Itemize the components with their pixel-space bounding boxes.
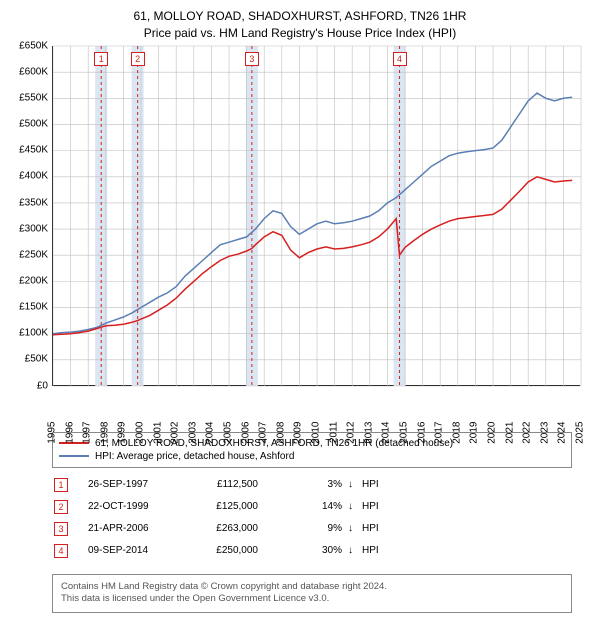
event-date: 22-OCT-1999 <box>88 501 198 512</box>
x-tick-label: 2021 <box>504 421 515 443</box>
x-tick-label: 2023 <box>539 421 550 443</box>
title-block: 61, MOLLOY ROAD, SHADOXHURST, ASHFORD, T… <box>10 8 590 42</box>
y-tick-label: £550K <box>19 92 48 103</box>
events-table: 126-SEP-1997£112,5003%↓HPI222-OCT-1999£1… <box>52 474 572 562</box>
y-tick-label: £250K <box>19 249 48 260</box>
y-tick-label: £500K <box>19 119 48 130</box>
event-row: 1 26-SEP-1997£112,5003%↓HPI <box>52 474 572 496</box>
event-num-box: 3 <box>54 522 68 536</box>
event-num-box: 1 <box>54 478 68 492</box>
x-tick-label: 2006 <box>240 421 251 443</box>
event-price: £250,000 <box>198 545 298 556</box>
y-tick-label: £50K <box>25 354 48 365</box>
title-address: 61, MOLLOY ROAD, SHADOXHURST, ASHFORD, T… <box>10 8 590 25</box>
x-tick-label: 1998 <box>99 421 110 443</box>
x-tick-label: 2014 <box>381 421 392 443</box>
event-hpi-label: HPI <box>362 479 379 490</box>
event-percent: 3% <box>298 479 348 490</box>
x-tick-label: 2022 <box>522 421 533 443</box>
x-tick-label: 2007 <box>258 421 269 443</box>
event-row: 3 21-APR-2006£263,0009%↓HPI <box>52 518 572 540</box>
event-date: 26-SEP-1997 <box>88 479 198 490</box>
y-tick-label: £200K <box>19 275 48 286</box>
y-tick-label: £350K <box>19 197 48 208</box>
down-arrow-icon: ↓ <box>348 479 362 490</box>
down-arrow-icon: ↓ <box>348 523 362 534</box>
down-arrow-icon: ↓ <box>348 501 362 512</box>
y-tick-label: £100K <box>19 328 48 339</box>
event-row: 4 09-SEP-2014£250,00030%↓HPI <box>52 540 572 562</box>
chart-area: £0 £50K £100K £150K £200K £250K £300K £350K £400… <box>10 46 590 426</box>
x-axis-labels: 1995199619971998199920002001200220032004… <box>52 388 580 426</box>
event-marker-4: 4 <box>393 52 407 66</box>
event-hpi-label: HPI <box>362 501 379 512</box>
x-tick-label: 2005 <box>223 421 234 443</box>
event-marker-3: 3 <box>245 52 259 66</box>
event-hpi-label: HPI <box>362 523 379 534</box>
event-percent: 9% <box>298 523 348 534</box>
legend-row: HPI: Average price, detached house, Ashf… <box>59 450 565 463</box>
x-tick-label: 2020 <box>487 421 498 443</box>
plot-area: 1 2 3 4 <box>52 46 580 386</box>
x-tick-label: 2008 <box>275 421 286 443</box>
x-tick-label: 1997 <box>82 421 93 443</box>
event-date: 09-SEP-2014 <box>88 545 198 556</box>
x-tick-label: 2025 <box>575 421 586 443</box>
x-tick-label: 2003 <box>187 421 198 443</box>
legend-label: HPI: Average price, detached house, Ashf… <box>95 451 294 462</box>
x-tick-label: 2019 <box>469 421 480 443</box>
x-tick-label: 1996 <box>64 421 75 443</box>
y-tick-label: £0 <box>37 380 48 391</box>
event-num-box: 2 <box>54 500 68 514</box>
legend-swatch <box>59 455 89 457</box>
x-tick-label: 2018 <box>451 421 462 443</box>
y-tick-label: £400K <box>19 171 48 182</box>
event-hpi-label: HPI <box>362 545 379 556</box>
x-tick-label: 2004 <box>205 421 216 443</box>
x-tick-label: 1999 <box>117 421 128 443</box>
y-tick-label: £650K <box>19 40 48 51</box>
x-tick-label: 2013 <box>363 421 374 443</box>
y-axis-labels: £0£50K£100K£150K£200K£250K£300K£350K£400… <box>10 46 52 386</box>
down-arrow-icon: ↓ <box>348 545 362 556</box>
footer-line2: This data is licensed under the Open Gov… <box>61 593 563 606</box>
event-marker-2: 2 <box>131 52 145 66</box>
x-tick-label: 2015 <box>399 421 410 443</box>
event-marker-1: 1 <box>94 52 108 66</box>
footer-line1: Contains HM Land Registry data © Crown c… <box>61 581 563 594</box>
event-price: £125,000 <box>198 501 298 512</box>
x-tick-label: 1995 <box>47 421 58 443</box>
plot-svg <box>53 46 581 386</box>
chart-container: 61, MOLLOY ROAD, SHADOXHURST, ASHFORD, T… <box>0 0 600 623</box>
x-tick-label: 2017 <box>434 421 445 443</box>
x-tick-label: 2009 <box>293 421 304 443</box>
event-num-box: 4 <box>54 544 68 558</box>
x-tick-label: 2016 <box>416 421 427 443</box>
event-percent: 14% <box>298 501 348 512</box>
x-tick-label: 2024 <box>557 421 568 443</box>
event-percent: 30% <box>298 545 348 556</box>
x-tick-label: 2010 <box>311 421 322 443</box>
x-tick-label: 2012 <box>346 421 357 443</box>
title-subtitle: Price paid vs. HM Land Registry's House … <box>10 25 590 42</box>
x-tick-label: 2011 <box>328 421 339 443</box>
y-tick-label: £300K <box>19 223 48 234</box>
y-tick-label: £450K <box>19 145 48 156</box>
x-tick-label: 2002 <box>170 421 181 443</box>
event-date: 21-APR-2006 <box>88 523 198 534</box>
x-tick-label: 2001 <box>152 421 163 443</box>
event-price: £112,500 <box>198 479 298 490</box>
event-price: £263,000 <box>198 523 298 534</box>
x-tick-label: 2000 <box>135 421 146 443</box>
footer-attribution: Contains HM Land Registry data © Crown c… <box>52 574 572 614</box>
y-tick-label: £600K <box>19 66 48 77</box>
y-tick-label: £150K <box>19 302 48 313</box>
event-row: 2 22-OCT-1999£125,00014%↓HPI <box>52 496 572 518</box>
